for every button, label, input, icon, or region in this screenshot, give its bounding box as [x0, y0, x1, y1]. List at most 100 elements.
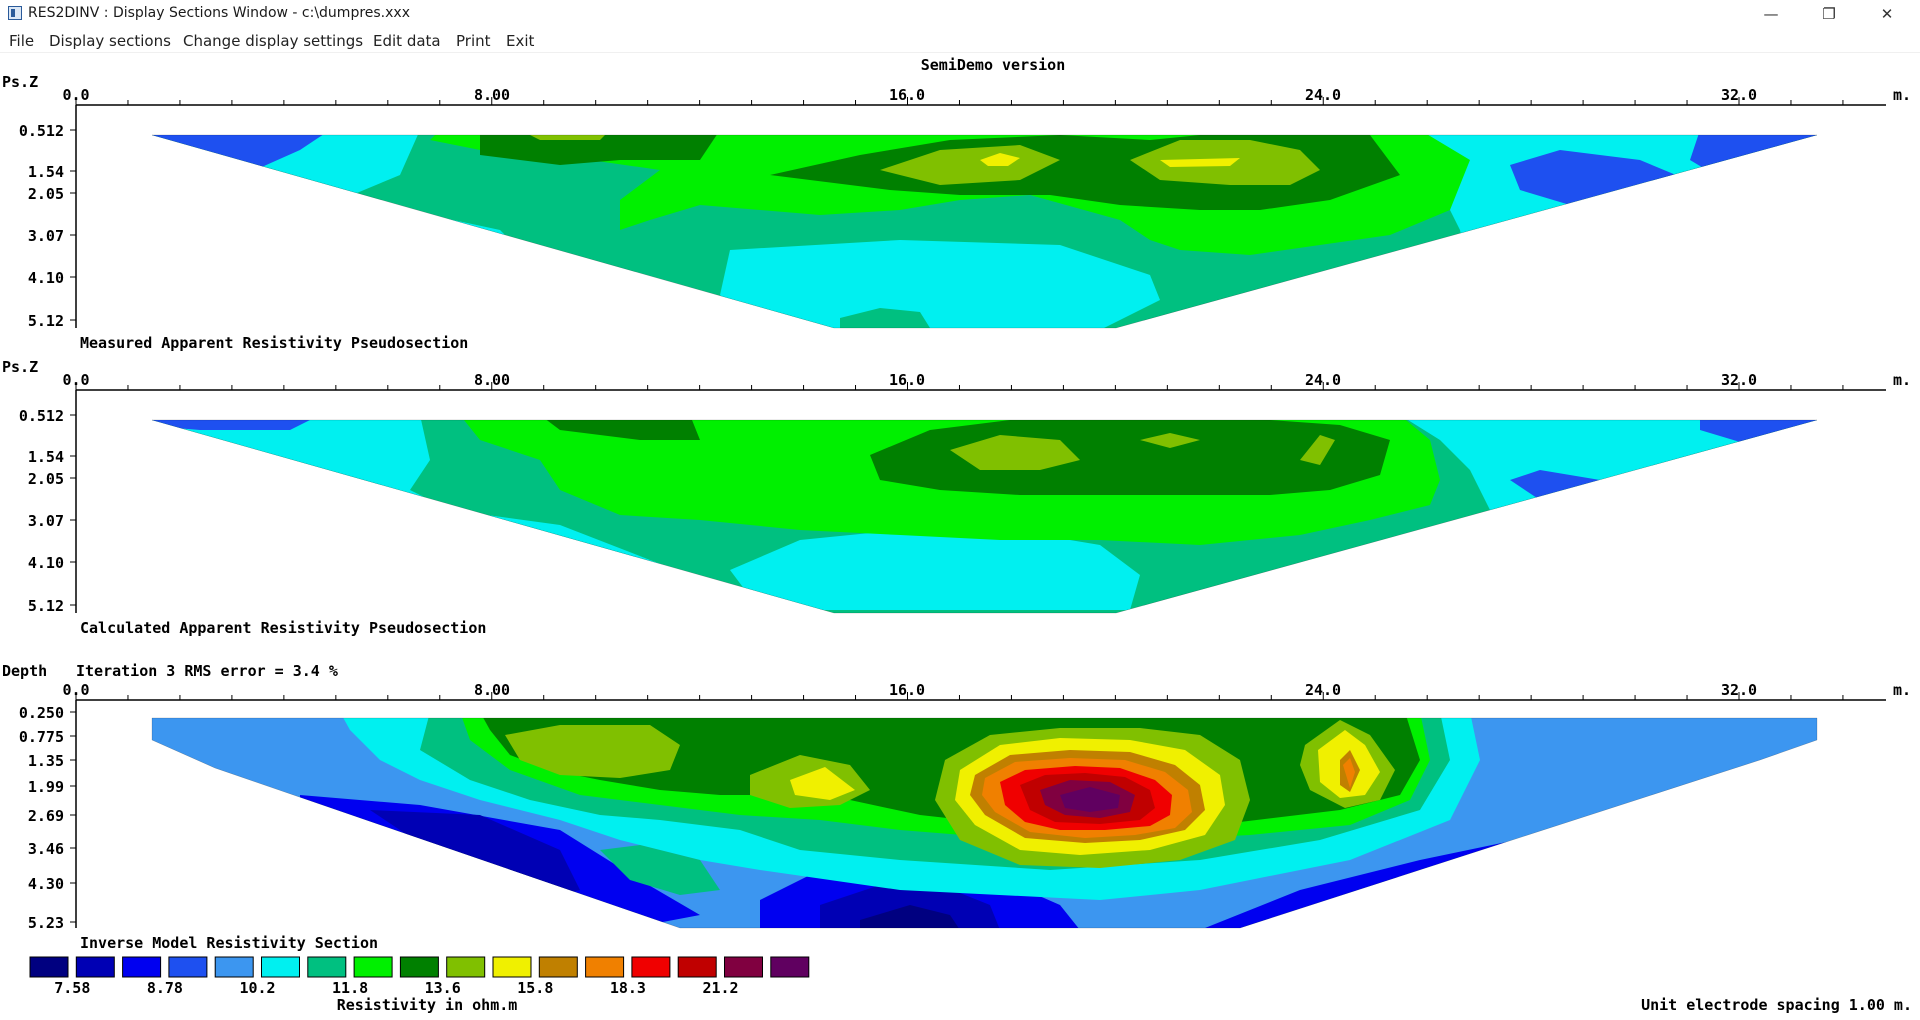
electrode-spacing-note: Unit electrode spacing 1.00 m. [1641, 996, 1912, 1014]
depth-tick-label: 5.23 [28, 914, 64, 932]
legend-swatch [307, 956, 347, 978]
legend-value: 11.8 [332, 979, 368, 997]
depth-tick-label: 0.512 [19, 407, 64, 425]
legend-swatch [122, 956, 162, 978]
app-icon [8, 6, 22, 20]
resistivity-contours [152, 718, 1817, 928]
depth-tick-label: 4.30 [28, 875, 64, 893]
version-label: SemiDemo version [921, 56, 1066, 74]
x-tick-label: 0.0 [62, 371, 89, 389]
legend-swatch [585, 956, 625, 978]
sections-plot: SemiDemo version Ps.Z 0.0 8.00 16.0 24.0… [2, 56, 1912, 1014]
x-tick-label: 16.0 [889, 371, 925, 389]
depth-tick-label: 2.05 [28, 185, 64, 203]
menu-bar: File Display sections Change display set… [0, 28, 1920, 53]
x-tick-label: 16.0 [889, 681, 925, 699]
menu-exit[interactable]: Exit [506, 32, 535, 50]
menu-file[interactable]: File [9, 32, 35, 50]
depth-tick-label: 3.07 [28, 512, 64, 530]
title-bar: RES2DINV : Display Sections Window - c:\… [0, 0, 1920, 28]
depth-tick-label: 3.46 [28, 840, 64, 858]
menu-display-sections[interactable]: Display sections [49, 32, 171, 50]
legend-value: 21.2 [702, 979, 738, 997]
depth-tick-label: 1.99 [28, 778, 64, 796]
depth-tick-label: 2.05 [28, 470, 64, 488]
depth-tick-label: 4.10 [28, 269, 64, 287]
legend-caption: Resistivity in ohm.m [337, 996, 518, 1014]
window-title: RES2DINV : Display Sections Window - c:\… [28, 5, 410, 21]
maximize-button[interactable]: ❐ [1822, 5, 1836, 23]
depth-axis: 0.512 1.54 2.05 3.07 4.10 5.12 [19, 390, 77, 615]
legend-swatch [353, 956, 393, 978]
depth-axis-label: Depth [2, 662, 47, 680]
legend-swatch [492, 956, 532, 978]
menu-change-display-settings[interactable]: Change display settings [183, 32, 364, 50]
x-tick-label: 32.0 [1721, 86, 1757, 104]
legend-value: 10.2 [239, 979, 275, 997]
section-inverse-model: Depth Iteration 3 RMS error = 3.4 % 0.0 … [2, 662, 1911, 952]
menu-edit-data[interactable]: Edit data [373, 32, 441, 50]
legend-swatch [29, 956, 69, 978]
x-axis: 0.0 8.00 16.0 24.0 32.0 m. [62, 371, 1911, 391]
legend-swatch [677, 956, 717, 978]
depth-tick-label: 3.07 [28, 227, 64, 245]
legend-swatch [770, 956, 810, 978]
legend-value: 13.6 [425, 979, 461, 997]
legend-value: 15.8 [517, 979, 553, 997]
depth-axis: 0.512 1.54 2.05 3.07 4.10 5.12 [19, 105, 77, 330]
legend-swatch [261, 956, 300, 978]
x-unit-label: m. [1893, 681, 1911, 699]
x-tick-label: 8.00 [474, 371, 510, 389]
menu-print[interactable]: Print [456, 32, 491, 50]
section-title: Inverse Model Resistivity Section [80, 934, 378, 952]
legend-swatch [631, 956, 671, 978]
depth-tick-label: 1.54 [28, 163, 64, 181]
color-legend: 7.58 8.78 10.2 11.8 13.6 15.8 18.3 21.2 [29, 956, 810, 997]
x-tick-label: 24.0 [1305, 681, 1341, 699]
legend-swatch [724, 956, 763, 978]
close-button[interactable]: ✕ [1880, 5, 1894, 23]
section-calculated: Ps.Z 0.0 8.00 16.0 24.0 32.0 m. 0.512 1.… [2, 358, 1911, 637]
section-measured: Ps.Z 0.0 8.00 16.0 24.0 32.0 m. 0.512 1.… [2, 73, 1911, 352]
legend-swatch [538, 956, 578, 978]
x-tick-label: 8.00 [474, 86, 510, 104]
depth-tick-label: 0.250 [19, 704, 64, 722]
x-tick-label: 16.0 [889, 86, 925, 104]
x-axis: 0.0 8.00 16.0 24.0 32.0 m. [62, 86, 1911, 106]
depth-tick-label: 5.12 [28, 597, 64, 615]
x-unit-label: m. [1893, 86, 1911, 104]
x-tick-label: 24.0 [1305, 86, 1341, 104]
minimize-button[interactable]: — [1763, 5, 1779, 23]
legend-swatch [214, 956, 254, 978]
resistivity-contours [152, 420, 1817, 613]
depth-tick-label: 1.35 [28, 752, 64, 770]
depth-tick-label: 4.10 [28, 554, 64, 572]
legend-swatch [399, 956, 439, 978]
depth-tick-label: 0.775 [19, 728, 64, 746]
x-axis: 0.0 8.00 16.0 24.0 32.0 m. [62, 681, 1911, 701]
depth-axis-label: Ps.Z [2, 73, 38, 91]
x-unit-label: m. [1893, 371, 1911, 389]
x-tick-label: 0.0 [62, 681, 89, 699]
x-tick-label: 32.0 [1721, 681, 1757, 699]
x-tick-label: 32.0 [1721, 371, 1757, 389]
depth-tick-label: 1.54 [28, 448, 64, 466]
resistivity-contours [152, 135, 1817, 328]
depth-tick-label: 2.69 [28, 807, 64, 825]
section-title: Calculated Apparent Resistivity Pseudose… [80, 619, 486, 637]
x-tick-label: 8.00 [474, 681, 510, 699]
iteration-rms-label: Iteration 3 RMS error = 3.4 % [76, 662, 338, 680]
legend-swatch [168, 956, 208, 978]
legend-value: 18.3 [610, 979, 646, 997]
legend-value: 7.58 [54, 979, 90, 997]
depth-axis: 0.250 0.775 1.35 1.99 2.69 3.46 4.30 5.2… [19, 700, 77, 932]
depth-tick-label: 5.12 [28, 312, 64, 330]
depth-axis-label: Ps.Z [2, 358, 38, 376]
depth-tick-label: 0.512 [19, 122, 64, 140]
section-title: Measured Apparent Resistivity Pseudosect… [80, 334, 468, 352]
legend-swatch [75, 956, 115, 978]
legend-value: 8.78 [147, 979, 183, 997]
legend-swatch [446, 956, 486, 978]
x-tick-label: 0.0 [62, 86, 89, 104]
x-tick-label: 24.0 [1305, 371, 1341, 389]
